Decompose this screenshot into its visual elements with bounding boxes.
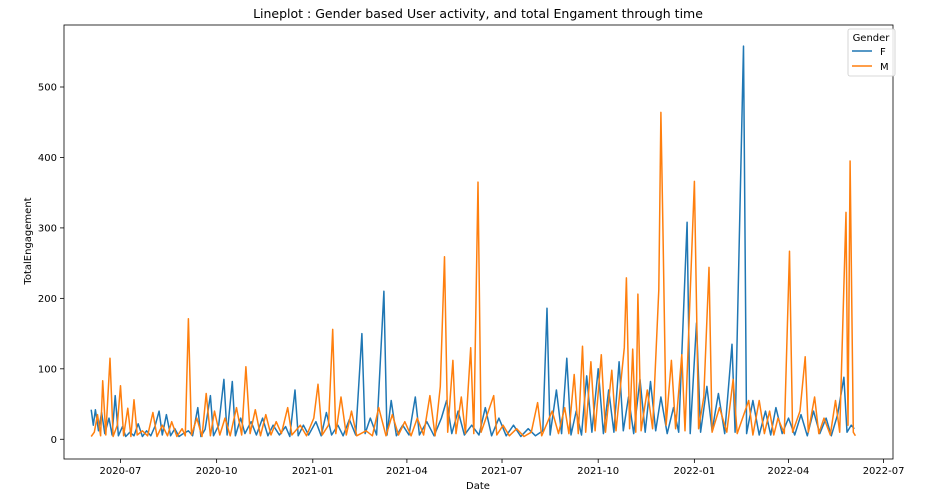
chart-title: Lineplot : Gender based User activity, a… — [253, 6, 703, 21]
x-tick-label: 2020-07 — [100, 466, 142, 477]
x-tick-label: 2021-10 — [577, 466, 619, 477]
plot-area-frame — [63, 24, 894, 460]
x-tick-label: 2020-10 — [196, 466, 238, 477]
x-tick-label: 2022-04 — [768, 466, 810, 477]
legend-title: Gender — [853, 33, 891, 44]
series-line-m — [90, 111, 857, 438]
y-axis-label: TotalEngagement — [23, 197, 34, 285]
series-line-f — [90, 45, 855, 438]
legend: Gender F M — [847, 28, 896, 77]
y-tick-label: 500 — [38, 83, 57, 94]
y-tick-label: 0 — [51, 435, 57, 446]
legend-label-f: F — [880, 47, 886, 58]
x-tick-label: 2022-01 — [673, 466, 715, 477]
y-tick-label: 200 — [38, 294, 57, 305]
x-tick-label: 2021-01 — [292, 466, 334, 477]
legend-box — [847, 28, 896, 77]
y-tick-label: 400 — [38, 153, 57, 164]
x-tick-label: 2022-07 — [863, 466, 905, 477]
series-layer — [90, 45, 857, 438]
legend-label-m: M — [880, 62, 889, 73]
x-axis-label: Date — [466, 481, 490, 492]
x-tick-label: 2021-07 — [481, 466, 523, 477]
x-axis-ticks: 2020-07 2020-10 2021-01 2021-04 2021-07 2021-… — [100, 459, 905, 477]
y-axis-ticks: 0 100 200 300 400 500 — [38, 83, 64, 446]
y-tick-label: 100 — [38, 364, 57, 375]
x-tick-label: 2021-04 — [386, 466, 428, 477]
y-tick-label: 300 — [38, 223, 57, 234]
